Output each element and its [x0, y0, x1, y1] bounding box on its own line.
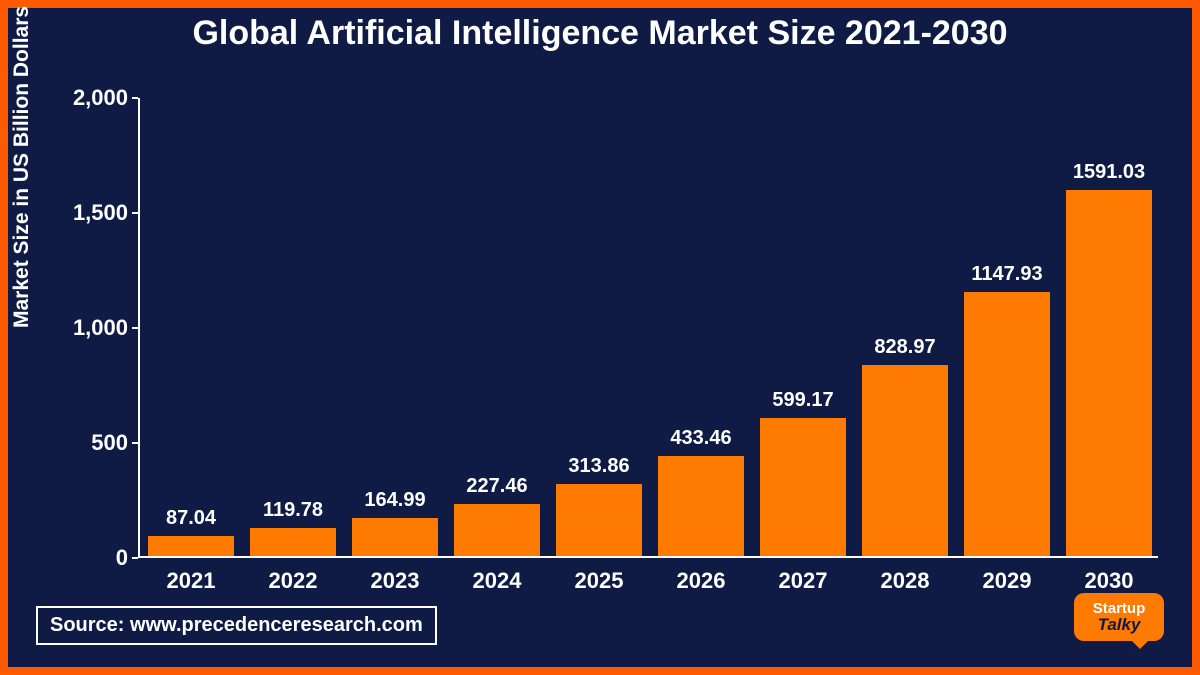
- chart-panel: Global Artificial Intelligence Market Si…: [8, 8, 1192, 667]
- bar-value-label: 164.99: [364, 489, 425, 512]
- ytick-label: 500: [91, 430, 128, 456]
- logo-line1: Startup: [1093, 601, 1146, 616]
- bar: [760, 418, 846, 556]
- bar-group: 227.462024: [454, 98, 540, 558]
- bar: [658, 456, 744, 556]
- ytick-mark: [132, 557, 138, 559]
- bar-group: 164.992023: [352, 98, 438, 558]
- brand-logo: Startup Talky: [1074, 593, 1164, 649]
- bar-value-label: 313.86: [568, 455, 629, 478]
- ytick-mark: [132, 327, 138, 329]
- y-axis-line: [138, 98, 140, 558]
- ytick-mark: [132, 442, 138, 444]
- bar-value-label: 599.17: [772, 389, 833, 412]
- bar-group: 433.462026: [658, 98, 744, 558]
- ytick-mark: [132, 97, 138, 99]
- ytick-mark: [132, 212, 138, 214]
- y-axis-label: Market Size in US Billion Dollars: [10, 6, 34, 328]
- bar-group: 1591.032030: [1066, 98, 1152, 558]
- xtick-label: 2030: [1085, 568, 1134, 594]
- ytick-label: 1,000: [73, 315, 128, 341]
- bar: [556, 484, 642, 556]
- bar: [352, 518, 438, 556]
- xtick-label: 2027: [779, 568, 828, 594]
- bar: [1066, 190, 1152, 556]
- bar-value-label: 87.04: [166, 507, 216, 530]
- ytick-label: 0: [116, 545, 128, 571]
- xtick-label: 2023: [371, 568, 420, 594]
- chart-title: Global Artificial Intelligence Market Si…: [8, 14, 1192, 53]
- ytick-label: 1,500: [73, 200, 128, 226]
- bar-value-label: 1147.93: [971, 263, 1042, 286]
- bar: [454, 504, 540, 556]
- bar-group: 1147.932029: [964, 98, 1050, 558]
- bar-group: 313.862025: [556, 98, 642, 558]
- xtick-label: 2028: [881, 568, 930, 594]
- xtick-label: 2025: [575, 568, 624, 594]
- xtick-label: 2022: [269, 568, 318, 594]
- bar: [250, 528, 336, 556]
- bar-group: 119.782022: [250, 98, 336, 558]
- bar-group: 828.972028: [862, 98, 948, 558]
- bar-value-label: 433.46: [670, 427, 731, 450]
- xtick-label: 2024: [473, 568, 522, 594]
- bar: [862, 365, 948, 556]
- bar: [964, 292, 1050, 556]
- xtick-label: 2026: [677, 568, 726, 594]
- xtick-label: 2021: [167, 568, 216, 594]
- logo-line2: Talky: [1098, 616, 1141, 633]
- bar-value-label: 119.78: [263, 499, 323, 522]
- ytick-label: 2,000: [73, 85, 128, 111]
- logo-bubble: Startup Talky: [1074, 593, 1164, 641]
- xtick-label: 2029: [983, 568, 1032, 594]
- source-citation: Source: www.precedenceresearch.com: [36, 606, 437, 645]
- bar-group: 87.042021: [148, 98, 234, 558]
- bar: [148, 536, 234, 556]
- bar-value-label: 828.97: [874, 336, 935, 359]
- outer-border: Global Artificial Intelligence Market Si…: [0, 0, 1200, 675]
- bar-value-label: 227.46: [466, 475, 527, 498]
- plot-area: 05001,0001,5002,000 87.042021119.7820221…: [138, 98, 1158, 558]
- bar-group: 599.172027: [760, 98, 846, 558]
- bar-value-label: 1591.03: [1073, 161, 1145, 184]
